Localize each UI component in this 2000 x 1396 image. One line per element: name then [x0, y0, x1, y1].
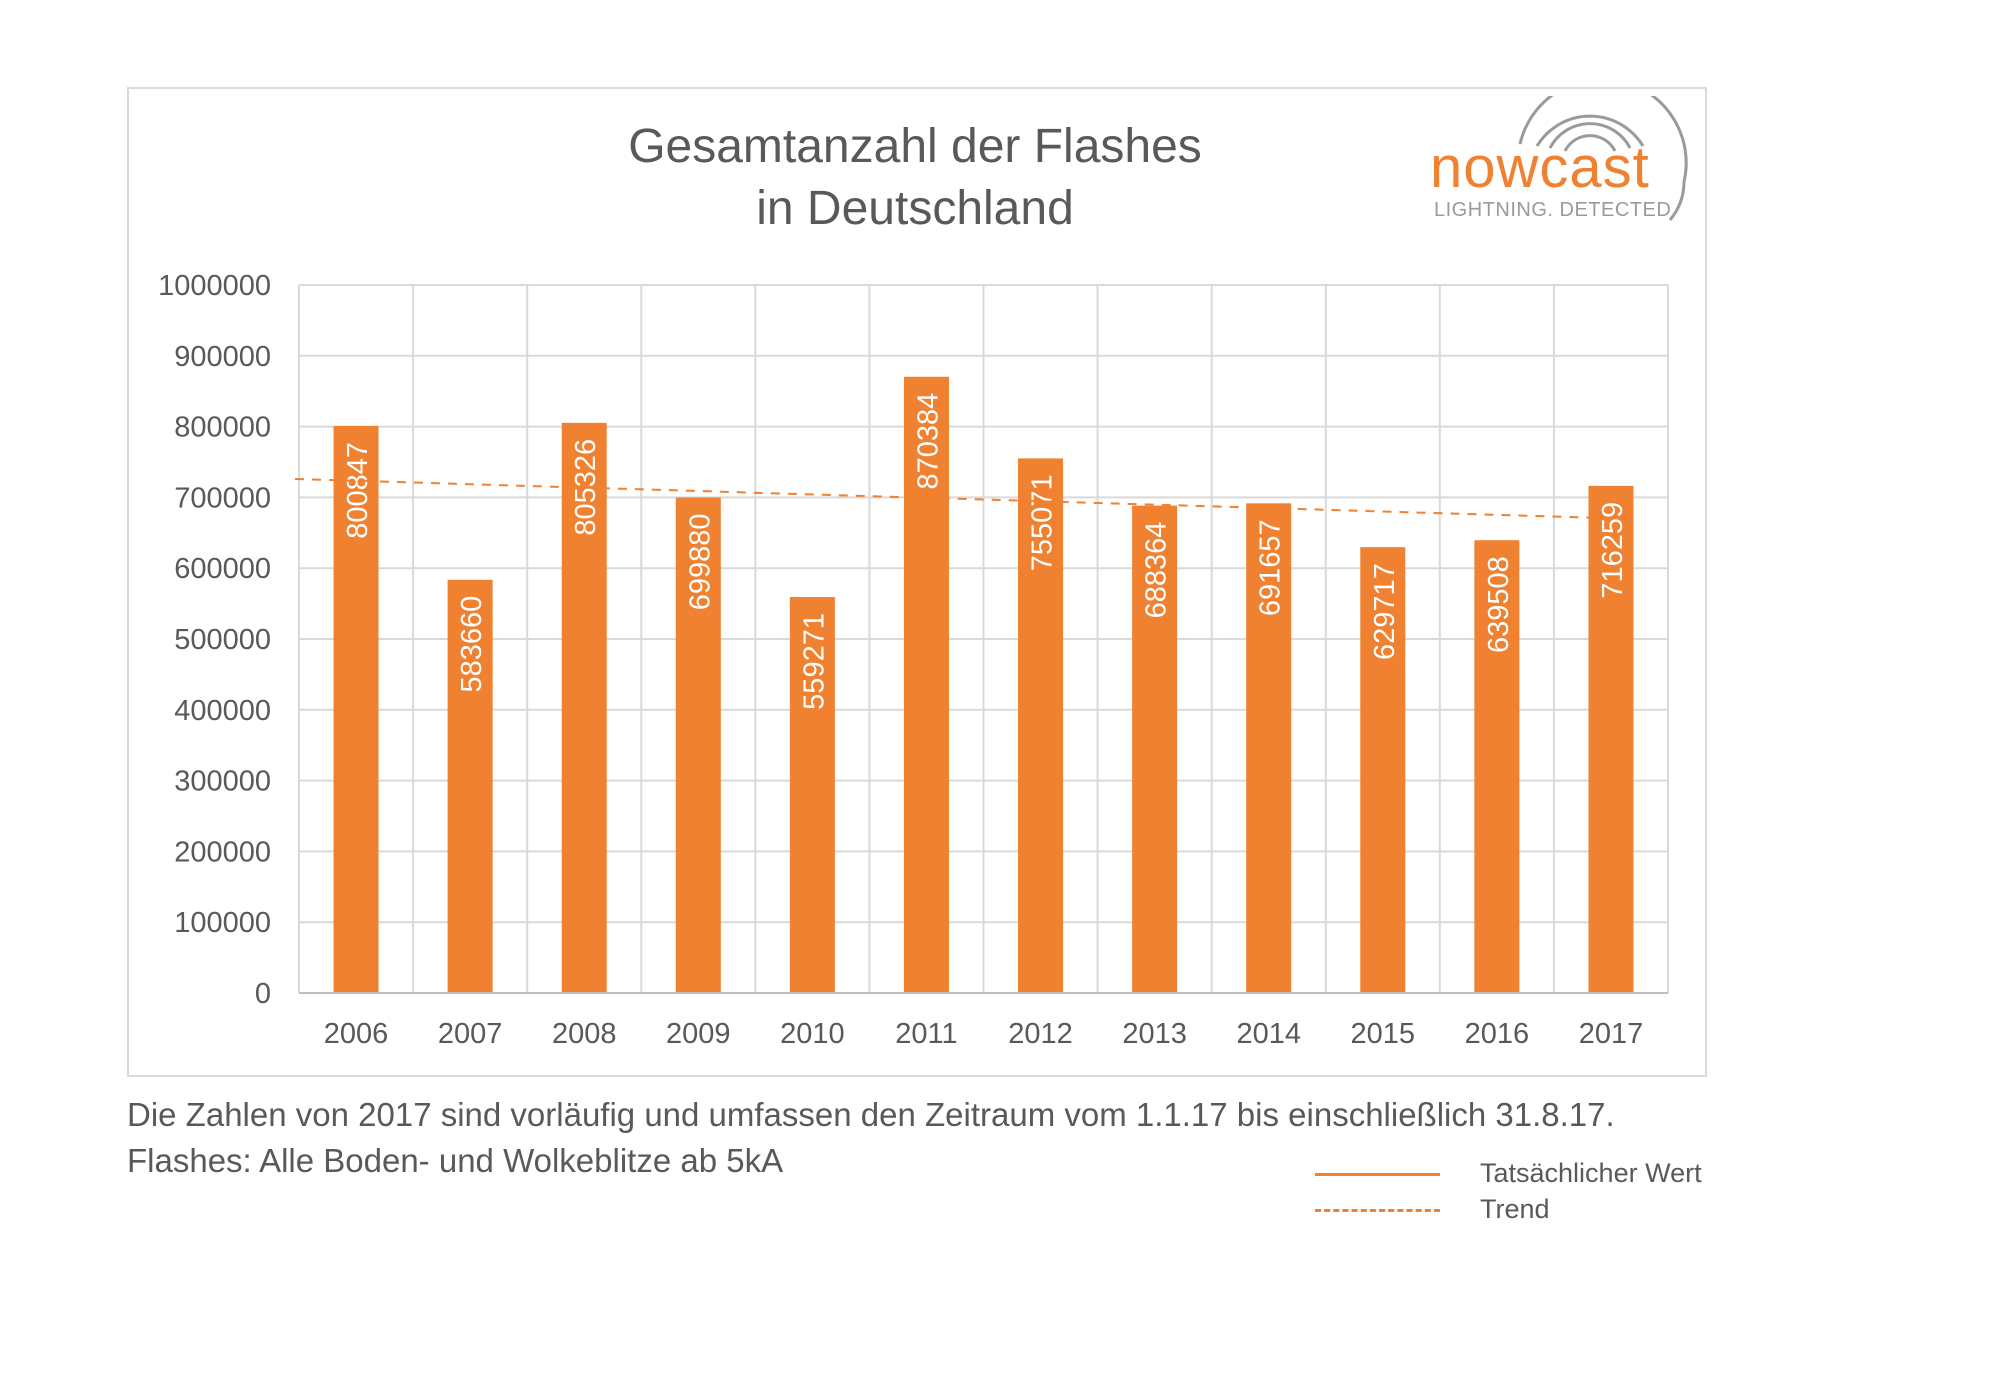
- x-tick-label: 2015: [1351, 1018, 1416, 1050]
- x-tick-label: 2006: [324, 1018, 389, 1050]
- bar-2014: [1246, 503, 1292, 993]
- logo-tagline: LIGHTNING. DETECTED.: [1434, 199, 1678, 221]
- signal-arcs-icon: [1518, 96, 1688, 221]
- y-tick-label: 100000: [174, 907, 271, 939]
- bar-2011: [903, 376, 949, 993]
- data-label: 559271: [798, 613, 830, 710]
- y-tick-label: 300000: [174, 766, 271, 798]
- data-label: 639508: [1483, 556, 1515, 653]
- x-tick-label: 2011: [895, 1018, 957, 1050]
- y-tick-label: 500000: [174, 624, 271, 656]
- data-label: 800847: [342, 442, 374, 539]
- bar-2015: [1360, 547, 1406, 993]
- bar-2009: [675, 497, 721, 993]
- bar-2016: [1474, 540, 1520, 993]
- chart-title-line-2: in Deutschland: [756, 182, 1074, 235]
- legend-item-trend: Trend: [1315, 1192, 1735, 1228]
- x-tick-label: 2014: [1236, 1018, 1301, 1050]
- bar-2010: [789, 597, 835, 993]
- x-tick-label: 2013: [1122, 1018, 1187, 1050]
- data-label: 716259: [1597, 502, 1629, 599]
- y-tick-label: 0: [255, 978, 271, 1010]
- footnote: Die Zahlen von 2017 sind vorläufig und u…: [127, 1092, 1615, 1184]
- x-tick-label: 2017: [1579, 1018, 1644, 1050]
- legend-label-actual: Tatsächlicher Wert: [1480, 1158, 1702, 1188]
- data-label: 688364: [1141, 522, 1173, 619]
- y-tick-label: 900000: [174, 341, 271, 373]
- legend: Tatsächlicher Wert Trend: [1315, 1156, 1735, 1228]
- data-label: 755071: [1027, 474, 1059, 571]
- chart-title: Gesamtanzahl der Flashes in Deutschland: [500, 116, 1330, 240]
- bar-2006: [333, 426, 379, 993]
- bar-2007: [447, 579, 493, 993]
- logo-wordmark: nowcast: [1430, 135, 1650, 200]
- footnote-line-2: Flashes: Alle Boden- und Wolkeblitze ab …: [127, 1142, 784, 1179]
- chart-frame: [127, 87, 1707, 1077]
- x-tick-label: 2012: [1008, 1018, 1073, 1050]
- data-label: 699880: [684, 513, 716, 610]
- footnote-line-1: Die Zahlen von 2017 sind vorläufig und u…: [127, 1096, 1615, 1133]
- chart-title-line-1: Gesamtanzahl der Flashes: [628, 120, 1202, 173]
- nowcast-logo: nowcast LIGHTNING. DETECTED.: [1400, 96, 1700, 226]
- y-tick-label: 1000000: [158, 270, 271, 302]
- x-tick-label: 2010: [780, 1018, 845, 1050]
- legend-label-trend: Trend: [1480, 1194, 1550, 1224]
- bar-2013: [1132, 505, 1178, 993]
- y-tick-label: 800000: [174, 412, 271, 444]
- legend-swatch-dashed: [1315, 1209, 1440, 1212]
- x-tick-label: 2007: [438, 1018, 503, 1050]
- data-label: 583660: [456, 596, 488, 693]
- y-tick-label: 400000: [174, 695, 271, 727]
- y-tick-label: 600000: [174, 553, 271, 585]
- y-tick-label: 700000: [174, 482, 271, 514]
- data-label: 691657: [1255, 519, 1287, 616]
- legend-swatch-solid: [1315, 1173, 1440, 1176]
- bar-2017: [1588, 485, 1634, 993]
- data-label: 629717: [1369, 563, 1401, 660]
- x-tick-label: 2009: [666, 1018, 731, 1050]
- legend-item-actual: Tatsächlicher Wert: [1315, 1156, 1735, 1192]
- data-label: 870384: [912, 393, 944, 490]
- x-tick-label: 2008: [552, 1018, 617, 1050]
- y-tick-label: 200000: [174, 836, 271, 868]
- bar-2008: [561, 422, 607, 993]
- x-tick-label: 2016: [1465, 1018, 1530, 1050]
- trend-line: [294, 477, 1623, 520]
- bar-2012: [1018, 458, 1064, 993]
